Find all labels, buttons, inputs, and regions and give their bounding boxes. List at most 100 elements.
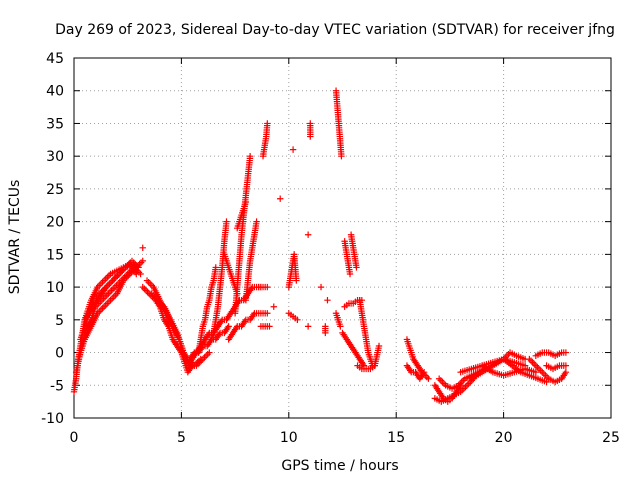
data-point [110, 285, 117, 292]
x-tick-label: 5 [177, 430, 186, 446]
chart-title: Day 269 of 2023, Sidereal Day-to-day VTE… [55, 22, 615, 38]
series-arc-27 [304, 231, 312, 238]
data-point [264, 120, 271, 127]
data-point [144, 288, 151, 296]
series-arc-20 [255, 283, 271, 291]
data-point [143, 277, 151, 284]
data-point [375, 342, 383, 350]
grid [74, 58, 611, 418]
data-point [425, 375, 432, 382]
x-tick-label: 20 [495, 430, 513, 446]
data-point [141, 285, 148, 292]
y-tick-label: 10 [46, 280, 64, 296]
series-arc-3 [75, 257, 146, 363]
x-tick-label: 15 [387, 430, 405, 446]
y-tick-label: 20 [46, 215, 64, 231]
series-arc-37 [339, 329, 368, 369]
data-point [108, 287, 115, 294]
series-arc-16 [234, 198, 250, 232]
data-point [527, 357, 535, 364]
data-point [435, 375, 443, 382]
data-point [531, 360, 538, 368]
data-point [100, 303, 108, 310]
data-point [107, 278, 115, 286]
series-arc-36 [347, 231, 360, 271]
data-point [109, 277, 116, 284]
series-arc-52 [543, 362, 570, 373]
series-arc-23 [277, 195, 284, 202]
data-point [206, 349, 213, 356]
series-arc-44 [431, 375, 477, 405]
series-arc-22 [270, 303, 277, 310]
series-arc-21 [257, 323, 273, 330]
data-point [562, 349, 570, 356]
data-point [307, 120, 314, 127]
data-point [266, 323, 273, 330]
data-point [135, 264, 142, 271]
data-point [201, 354, 208, 361]
data-point [97, 280, 105, 288]
data-point [100, 277, 108, 284]
data-point [97, 306, 105, 314]
data-point [145, 278, 152, 286]
data-point [420, 368, 428, 376]
series-arc-45 [435, 365, 488, 392]
series-arc-49 [500, 355, 550, 386]
data-point [139, 244, 146, 252]
x-axis-title: GPS time / hours [281, 458, 398, 474]
data-point [277, 195, 284, 202]
data-point [562, 368, 570, 376]
data-point [106, 280, 113, 288]
data-point [223, 218, 230, 225]
data-point [270, 303, 277, 310]
series-arc-19 [259, 120, 271, 160]
data-point [562, 362, 570, 369]
data-point [304, 323, 312, 330]
series-arc-26 [285, 310, 301, 324]
data-point [542, 372, 549, 379]
data-point [539, 368, 546, 376]
data-point [346, 270, 354, 278]
y-tick-label: -10 [41, 411, 64, 427]
series-arc-40 [354, 342, 383, 373]
series-arc-12 [195, 264, 219, 356]
data-point [317, 283, 325, 291]
series-arc-10 [184, 283, 265, 369]
data-point [529, 359, 536, 366]
series-arc-17 [225, 310, 271, 343]
data-point [264, 283, 271, 291]
y-axis-title: SDTVAR / TECUs [7, 180, 23, 295]
series-arc-30 [317, 283, 325, 291]
series-arc-9 [139, 244, 146, 252]
data-point [462, 383, 469, 391]
y-tick-label: 40 [46, 84, 64, 100]
y-tick-label: 5 [55, 313, 64, 329]
data-point [460, 385, 468, 392]
data-point [324, 296, 331, 304]
series-arc-35 [341, 238, 354, 278]
y-tick-label: 35 [46, 116, 64, 132]
data-point [212, 264, 219, 271]
data-point [133, 270, 140, 278]
data-point [104, 274, 111, 281]
data-point [540, 370, 548, 378]
series-arc-42 [403, 362, 428, 382]
series-arc-50 [526, 355, 570, 386]
data-point [99, 278, 106, 286]
series-arc-34 [332, 310, 344, 330]
data-point [534, 364, 541, 371]
data-point [99, 305, 106, 312]
data-point [246, 152, 254, 160]
data-point [112, 274, 120, 281]
series-arc-8 [148, 290, 213, 369]
data-point [253, 218, 260, 225]
data-point [139, 283, 146, 291]
data-point [353, 264, 360, 271]
data-point [304, 231, 312, 238]
data-point [537, 367, 544, 374]
series-arc-25 [289, 146, 297, 153]
plot-frame [73, 57, 612, 419]
x-tick-label: 0 [70, 430, 79, 446]
series-arc-13 [208, 218, 230, 343]
